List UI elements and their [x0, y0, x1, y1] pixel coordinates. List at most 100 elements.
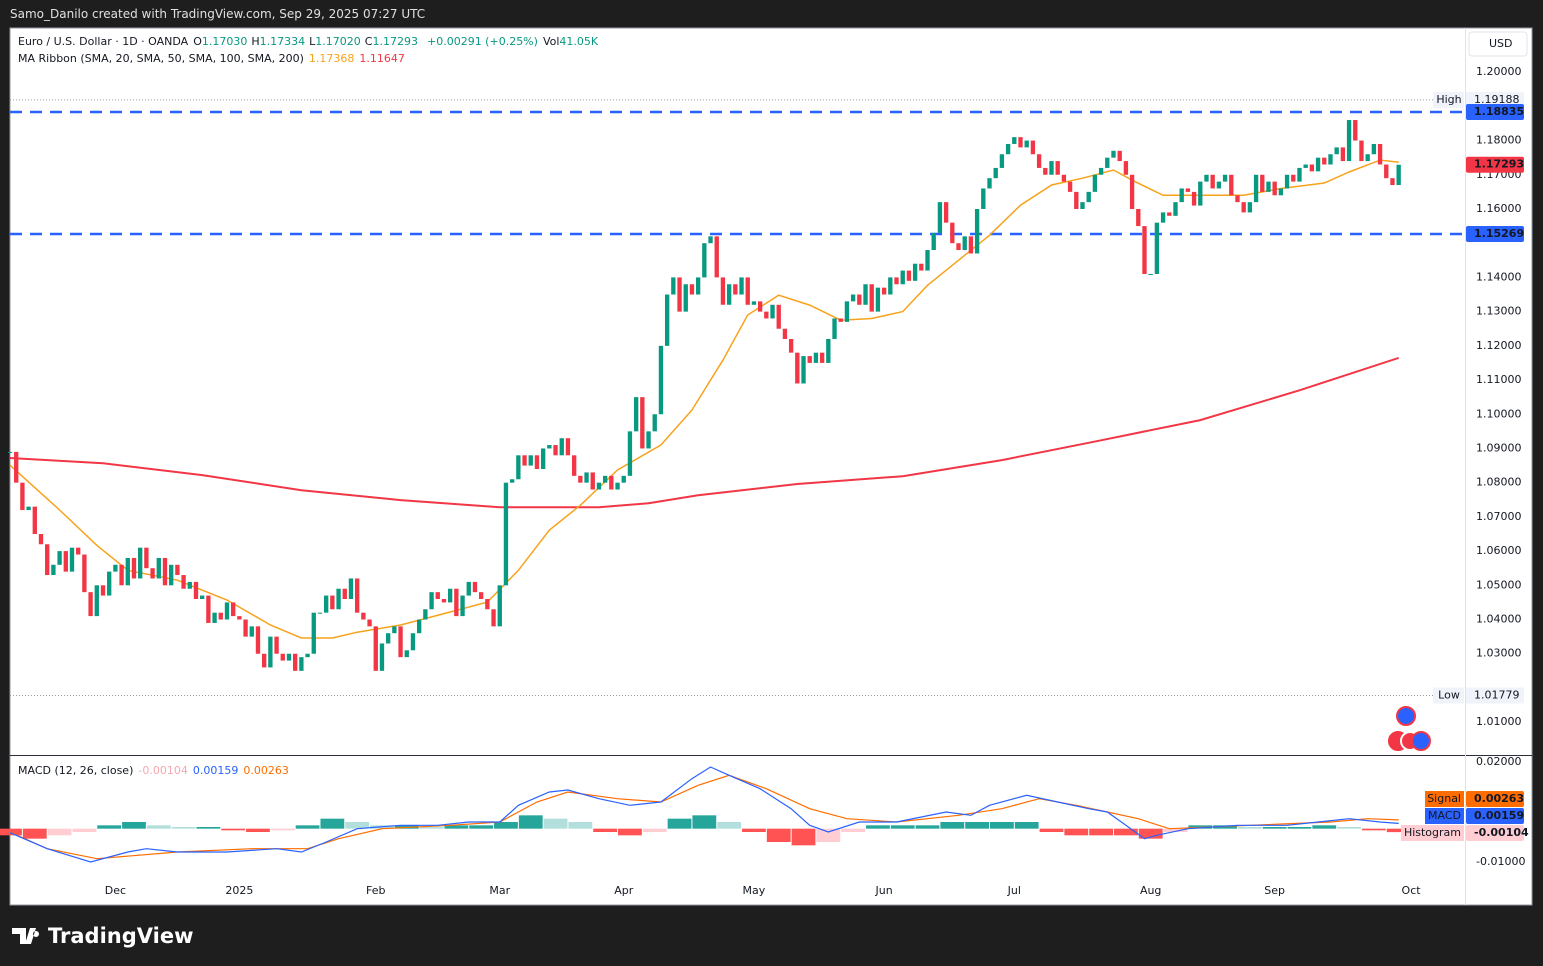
candle [1030, 140, 1036, 155]
candle [1179, 188, 1184, 203]
candle [268, 636, 273, 668]
candle [416, 619, 422, 634]
candle [931, 232, 936, 251]
y-tick-label: -0.01000 [1476, 855, 1525, 868]
candle [751, 301, 757, 305]
series-name: Signal [1427, 792, 1461, 805]
histogram-bar [692, 815, 717, 829]
candle [336, 588, 341, 610]
candle [63, 551, 68, 572]
candle [255, 626, 261, 654]
histogram-bar [866, 825, 890, 829]
candle [1142, 226, 1147, 274]
candle [943, 202, 949, 223]
candle [435, 592, 440, 599]
candle [262, 653, 267, 668]
volume-value: 41.05K [559, 35, 599, 48]
candle [131, 557, 137, 579]
candle [286, 653, 292, 661]
candle [342, 588, 347, 599]
x-tick-label: Oct [1402, 884, 1422, 897]
candle [293, 653, 298, 671]
candle [231, 602, 236, 617]
candle [113, 564, 118, 572]
candle [1291, 174, 1296, 182]
candle [385, 633, 391, 644]
currency-button[interactable] [1468, 31, 1528, 57]
candle [76, 547, 81, 555]
event-icons [1388, 706, 1431, 751]
candle [379, 643, 385, 671]
candle [1173, 202, 1178, 216]
line [9, 159, 1399, 639]
candle [925, 250, 930, 271]
candle [540, 448, 546, 469]
line [9, 766, 1399, 863]
level-tag-label: 1.15269 [1474, 227, 1524, 240]
candle [968, 236, 974, 254]
candle [571, 455, 577, 476]
y-tick-label: 1.01000 [1476, 715, 1522, 728]
candle [1024, 140, 1029, 148]
candle [330, 595, 335, 610]
candle [646, 431, 651, 449]
candle [962, 236, 967, 251]
ohlc-label: C [364, 35, 373, 48]
histogram-bar [122, 822, 146, 829]
candle [156, 557, 161, 579]
candle [119, 564, 124, 586]
candle [125, 557, 130, 586]
candle [392, 626, 397, 634]
candle [1005, 143, 1011, 155]
histogram-bar [940, 822, 965, 829]
candle [844, 301, 850, 322]
x-tick-label: 2025 [225, 884, 253, 897]
candle [950, 222, 955, 244]
change: +0.00291 (+0.25%) [426, 35, 538, 48]
candle [1253, 174, 1259, 203]
candle [107, 571, 112, 596]
candle [1390, 178, 1395, 186]
candle [1018, 137, 1023, 148]
ohlc: O1.17030 H1.17334 L1.17020 C1.17293 [193, 35, 422, 48]
candle [1241, 202, 1246, 213]
candle [299, 657, 304, 671]
candle [1204, 174, 1209, 182]
candle [472, 581, 478, 593]
last-price-tag-label: 1.17293 [1474, 158, 1524, 171]
candle [162, 557, 168, 586]
histogram-value: -0.00104 [138, 764, 188, 777]
candle [1055, 161, 1060, 175]
candle [522, 455, 527, 466]
histogram-bar [543, 818, 568, 829]
candle [45, 544, 50, 576]
x-tick-label: May [743, 884, 766, 897]
candle [795, 352, 800, 384]
candle [187, 581, 192, 589]
histogram-bar [642, 828, 667, 832]
chart-frame [9, 27, 1533, 906]
candle [720, 277, 726, 305]
histogram-bar [196, 827, 221, 829]
brand-logo [12, 928, 39, 944]
histogram-bar [1064, 828, 1089, 836]
candle [1272, 181, 1277, 196]
candle [367, 619, 372, 627]
y-tick-label: 1.05000 [1476, 578, 1522, 591]
candle [323, 595, 329, 613]
candle [311, 612, 316, 654]
candle [807, 356, 812, 363]
series-tag-label: 0.00159 [1474, 809, 1524, 822]
candle [237, 616, 242, 620]
candle [826, 338, 831, 363]
ohlc-value: 1.17030 [201, 35, 248, 48]
candle [1210, 174, 1215, 189]
candle [175, 564, 180, 576]
histogram-bar [72, 828, 97, 832]
candle [534, 455, 540, 469]
candle [1154, 222, 1160, 274]
histogram-bar [890, 825, 915, 829]
y-tick-label: 1.07000 [1476, 510, 1522, 523]
histogram-bar [766, 828, 791, 842]
candle [1216, 181, 1222, 189]
